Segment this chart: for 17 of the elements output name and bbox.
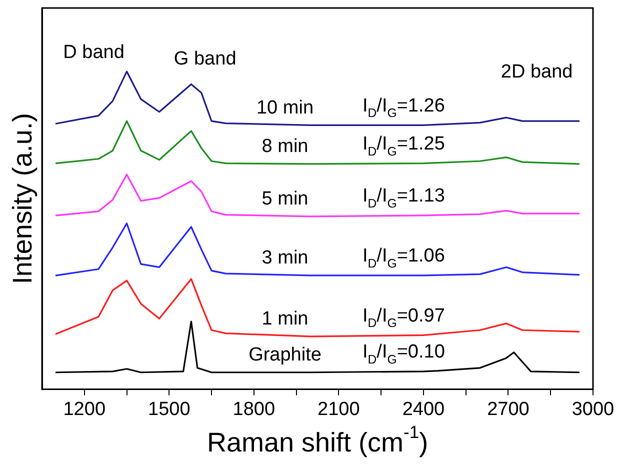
series-label: 5 min [262, 188, 308, 210]
x-tick-label: 1500 [148, 398, 190, 420]
x-tick-label: 1200 [63, 398, 106, 420]
series-label: 3 min [262, 248, 308, 269]
x-tick-label: 2700 [487, 398, 530, 420]
annotation: 2D band [500, 61, 573, 82]
text: D band [63, 42, 124, 63]
x-tick-label: 2400 [402, 398, 445, 420]
series-label: Graphite [248, 344, 322, 366]
y-axis-title: Intensity (a.u.) [7, 113, 38, 284]
series-label: 8 min [262, 136, 308, 158]
series-label: 10 min [256, 97, 314, 118]
series-label: 1 min [262, 308, 308, 330]
x-tick-label: 3000 [572, 398, 614, 420]
text: G band [174, 48, 236, 70]
x-tick-label: 1800 [232, 398, 276, 420]
x-tick-label: 2100 [318, 398, 360, 420]
